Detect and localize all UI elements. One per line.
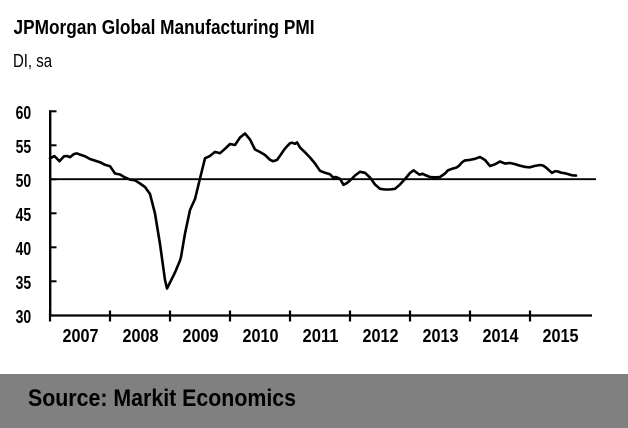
svg-text:40: 40 (16, 238, 32, 259)
svg-text:2013: 2013 (423, 326, 459, 346)
svg-text:2011: 2011 (303, 326, 339, 346)
svg-text:2014: 2014 (483, 326, 519, 346)
svg-text:2008: 2008 (123, 326, 159, 346)
svg-text:50: 50 (16, 170, 32, 191)
svg-text:JPMorgan Global Manufacturing: JPMorgan Global Manufacturing PMI (14, 16, 315, 39)
svg-text:45: 45 (16, 204, 32, 225)
svg-text:2015: 2015 (543, 326, 579, 346)
svg-text:35: 35 (16, 272, 32, 293)
svg-text:Source: Markit Economics: Source: Markit Economics (28, 385, 296, 412)
svg-text:30: 30 (16, 306, 32, 327)
svg-text:2007: 2007 (63, 326, 99, 346)
svg-text:DI, sa: DI, sa (13, 51, 53, 71)
svg-text:60: 60 (16, 102, 32, 123)
svg-text:2009: 2009 (183, 326, 219, 346)
svg-text:2010: 2010 (243, 326, 279, 346)
svg-text:2012: 2012 (363, 326, 399, 346)
svg-text:55: 55 (16, 136, 32, 157)
